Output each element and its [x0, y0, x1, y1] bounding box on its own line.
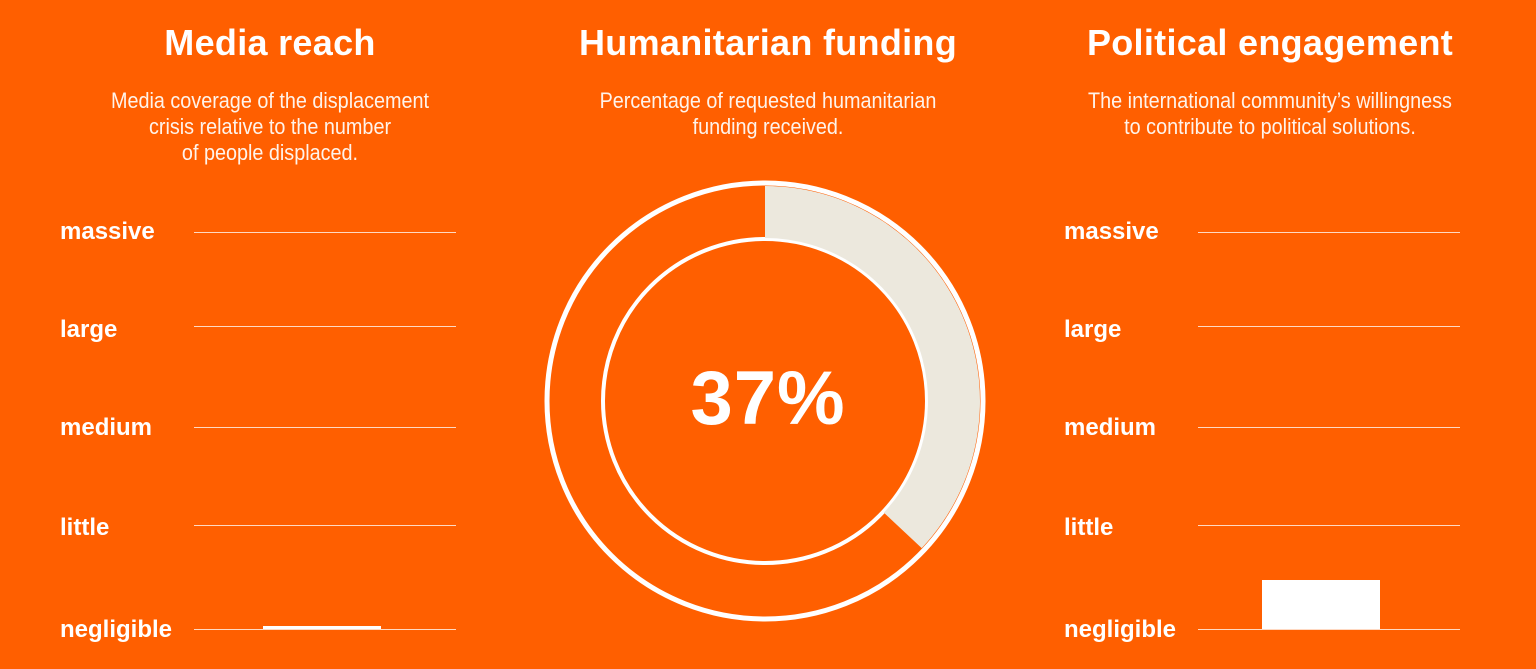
grid-line-large	[194, 326, 456, 327]
subtitle-line: Media coverage of the displacement	[110, 88, 430, 113]
level-label-little: little	[1064, 514, 1114, 541]
political-engagement-panel: Political engagement The international c…	[1016, 0, 1536, 669]
grid-line-negligible	[194, 629, 456, 630]
political-engagement-bar	[1262, 580, 1380, 629]
media-reach-title: Media reach	[164, 22, 376, 63]
media-reach-bar	[263, 626, 381, 629]
level-label-large: large	[60, 316, 118, 343]
grid-line-massive	[1198, 232, 1460, 233]
subtitle-line: of people displaced.	[181, 140, 359, 165]
donut-slice-received	[765, 186, 980, 549]
level-label-negligible: negligible	[60, 616, 173, 643]
subtitle-line: Percentage of requested humanitarian	[599, 88, 937, 113]
humanitarian-funding-subtitle: Percentage of requested humanitarian fun…	[545, 88, 991, 140]
subtitle-line: funding received.	[692, 114, 844, 139]
media-reach-panel: Media reach Media coverage of the displa…	[0, 0, 520, 669]
donut-outer-ring	[544, 180, 986, 622]
grid-line-little	[1198, 525, 1460, 526]
funding-percentage: 37%	[690, 356, 846, 441]
level-label-medium: medium	[1064, 414, 1157, 441]
level-label-large: large	[1064, 316, 1122, 343]
grid-line-little	[194, 525, 456, 526]
funding-donut	[544, 180, 986, 622]
subtitle-line: to contribute to political solutions.	[1124, 114, 1416, 139]
political-engagement-subtitle: The international community’s willingnes…	[1036, 88, 1504, 140]
humanitarian-funding-title: Humanitarian funding	[579, 22, 957, 63]
media-reach-subtitle: Media coverage of the displacement crisi…	[36, 88, 504, 166]
level-label-negligible: negligible	[1064, 616, 1177, 643]
subtitle-line: crisis relative to the number	[148, 114, 392, 139]
level-label-massive: massive	[1064, 218, 1159, 245]
subtitle-line: The international community’s willingnes…	[1088, 88, 1452, 113]
political-engagement-title: Political engagement	[1086, 22, 1454, 63]
humanitarian-funding-panel: Humanitarian funding Percentage of reque…	[520, 0, 1016, 669]
level-label-little: little	[60, 514, 110, 541]
level-label-massive: massive	[60, 218, 155, 245]
grid-line-large	[1198, 326, 1460, 327]
grid-line-negligible	[1198, 629, 1460, 630]
level-label-medium: medium	[60, 414, 153, 441]
grid-line-medium	[1198, 427, 1460, 428]
donut-inner-ring	[601, 237, 929, 565]
grid-line-medium	[194, 427, 456, 428]
grid-line-massive	[194, 232, 456, 233]
